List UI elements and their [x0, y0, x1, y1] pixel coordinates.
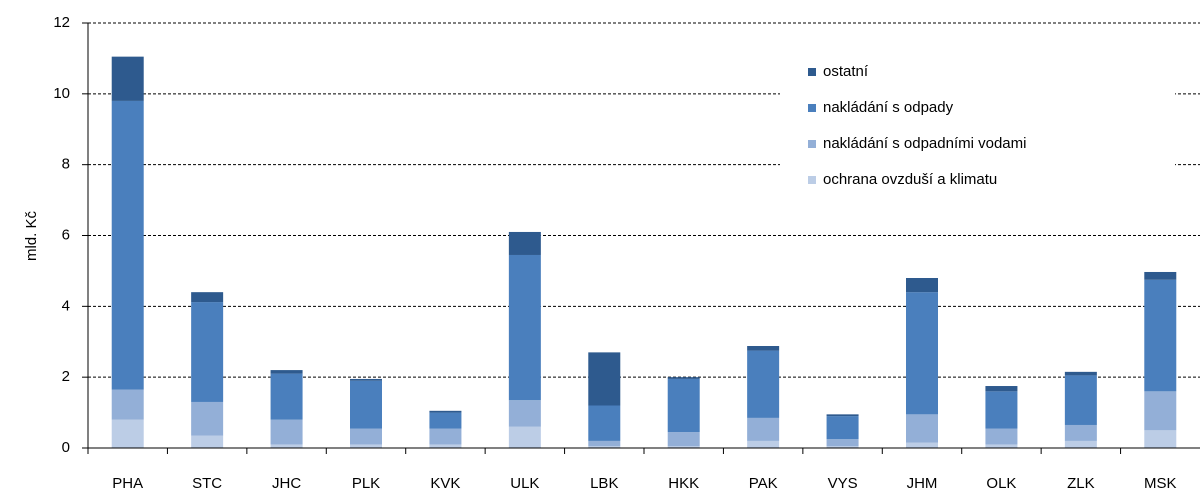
legend-swatch — [808, 104, 816, 112]
bar-segment — [747, 346, 780, 351]
y-axis-label: mld. Kč — [23, 210, 40, 261]
bar-segment — [1064, 375, 1097, 425]
bar-segment — [1144, 271, 1177, 280]
bar-segment — [111, 100, 144, 390]
legend-label: ostatní — [823, 63, 869, 80]
bar-segment — [747, 417, 780, 441]
bar-segment — [111, 56, 144, 101]
bar-segment — [1064, 424, 1097, 441]
bar-segment — [191, 292, 224, 303]
y-tick-label: 6 — [62, 226, 70, 243]
x-tick-label: STC — [192, 475, 222, 491]
bar-segment — [1064, 440, 1097, 448]
bar-segment — [1144, 391, 1177, 431]
bar-segment — [826, 446, 859, 448]
bar-segment — [826, 416, 859, 440]
bar-segment — [111, 389, 144, 420]
y-tick-label: 12 — [53, 14, 70, 31]
bar-segment — [191, 302, 224, 402]
bar-segment — [667, 446, 700, 448]
bar-segment — [985, 428, 1018, 445]
y-tick-label: 8 — [62, 156, 70, 173]
bar-segment — [508, 426, 541, 448]
bar-segment — [747, 350, 780, 418]
legend-swatch — [808, 140, 816, 148]
x-tick-label: JHM — [907, 475, 938, 491]
x-tick-label: HKK — [668, 475, 699, 491]
y-tick-label: 10 — [53, 85, 70, 102]
bar-segment — [667, 432, 700, 447]
bar-segment — [667, 378, 700, 433]
bar-segment — [191, 401, 224, 436]
bar-segment — [350, 428, 382, 445]
bar-segment — [350, 378, 382, 381]
x-tick-label: LBK — [590, 475, 618, 491]
legend-swatch — [808, 68, 816, 76]
bar-segment — [350, 380, 382, 429]
bar-segment — [508, 254, 541, 401]
bar-segment — [1144, 430, 1177, 448]
x-tick-label: PAK — [749, 475, 778, 491]
bar-segment — [270, 370, 303, 374]
bar-segment — [111, 419, 144, 448]
legend-box — [780, 52, 1175, 202]
x-tick-label: JHC — [272, 475, 301, 491]
bar-segment — [667, 377, 700, 379]
bar-segment — [588, 446, 621, 448]
x-tick-label: PHA — [112, 475, 143, 491]
bar-segment — [508, 231, 541, 255]
bar-segment — [747, 440, 780, 448]
x-tick-label: MSK — [1144, 475, 1177, 491]
bar-segment — [350, 444, 382, 448]
y-tick-label: 0 — [62, 439, 70, 456]
bar-segment — [906, 442, 938, 448]
legend-swatch — [808, 176, 816, 184]
bar-segment — [1144, 279, 1177, 392]
bar-segment — [429, 444, 462, 448]
x-tick-label: PLK — [352, 475, 380, 491]
x-tick-label: ULK — [510, 475, 539, 491]
y-tick-label: 4 — [62, 297, 70, 314]
legend-label: ochrana ovzduší a klimatu — [823, 171, 997, 188]
bar-segment — [588, 440, 621, 447]
x-tick-label: VYS — [828, 475, 858, 491]
bar-segment — [906, 292, 938, 415]
bar-segment — [826, 439, 859, 447]
bar-segment — [588, 405, 621, 441]
bar-segment — [191, 435, 224, 448]
bar-segment — [1064, 371, 1097, 376]
bar-segment — [985, 444, 1018, 448]
bar-segment — [588, 352, 621, 406]
y-tick-label: 2 — [62, 368, 70, 385]
bar-segment — [270, 444, 303, 448]
legend-label: nakládání s odpady — [823, 99, 954, 116]
x-tick-label: ZLK — [1067, 475, 1095, 491]
bar-segment — [429, 412, 462, 429]
bar-segment — [508, 400, 541, 427]
bar-segment — [270, 373, 303, 420]
bar-segment — [985, 391, 1018, 429]
x-tick-label: KVK — [430, 475, 460, 491]
legend-label: nakládání s odpadními vodami — [823, 135, 1026, 152]
x-tick-label: OLK — [986, 475, 1016, 491]
bar-segment — [429, 428, 462, 445]
bar-segment — [429, 410, 462, 413]
bar-segment — [270, 419, 303, 445]
bar-segment — [985, 386, 1018, 392]
bar-segment — [826, 414, 859, 417]
bar-segment — [906, 278, 938, 293]
bar-segment — [906, 414, 938, 443]
